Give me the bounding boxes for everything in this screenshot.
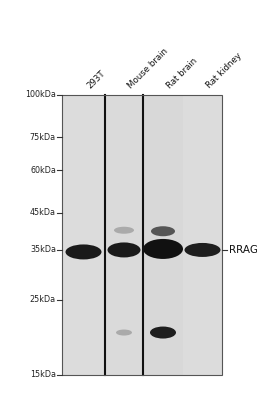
Text: 60kDa: 60kDa [30,166,56,175]
Bar [105,95,143,375]
Text: 293T: 293T [86,68,107,90]
Ellipse shape [66,244,102,260]
Ellipse shape [143,239,183,259]
Bar [62,95,222,375]
Ellipse shape [185,243,221,257]
Text: 45kDa: 45kDa [30,208,56,217]
Ellipse shape [151,226,175,236]
Text: Rat brain: Rat brain [165,56,199,90]
Ellipse shape [107,242,141,258]
Ellipse shape [150,326,176,338]
Bar [183,95,222,375]
Text: 100kDa: 100kDa [25,90,56,100]
Ellipse shape [114,227,134,234]
Ellipse shape [116,330,132,336]
Bar [62,95,105,375]
Text: Rat kidney: Rat kidney [205,51,243,90]
Bar [62,95,222,375]
Bar [143,95,183,375]
Text: Mouse brain: Mouse brain [126,46,170,90]
Text: RRAGA: RRAGA [229,245,257,255]
Text: 25kDa: 25kDa [30,295,56,304]
Text: 75kDa: 75kDa [30,133,56,142]
Text: 35kDa: 35kDa [30,246,56,254]
Text: 15kDa: 15kDa [30,370,56,380]
